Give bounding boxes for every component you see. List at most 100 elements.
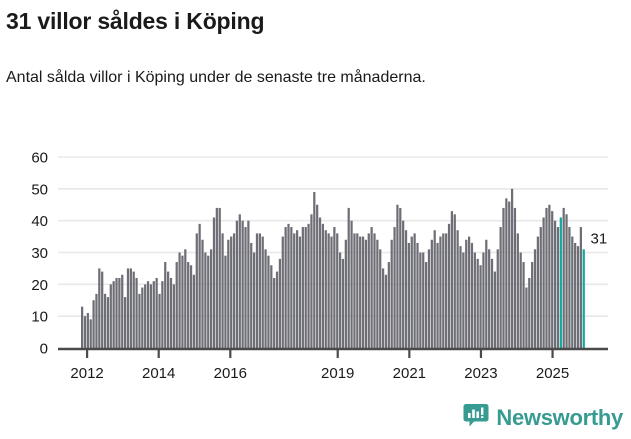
bar: [522, 262, 525, 348]
bar: [430, 239, 433, 348]
bar: [556, 227, 560, 348]
bar: [548, 204, 551, 348]
bar: [336, 233, 339, 348]
bar: [485, 239, 488, 348]
bar: [235, 220, 239, 348]
bar: [101, 271, 104, 348]
x-tick-label: 2019: [321, 365, 354, 382]
bar: [81, 306, 84, 348]
bar: [373, 233, 376, 348]
bar: [516, 233, 519, 348]
bar: [241, 220, 244, 348]
bar: [574, 242, 577, 348]
bar: [247, 220, 250, 348]
bar: [212, 217, 216, 348]
x-tick-label: 2016: [214, 365, 247, 382]
bar: [562, 207, 565, 348]
bar: [218, 207, 221, 348]
bar: [379, 249, 382, 348]
chart-plot-area: 0 10 20 30 40 50 60 2012 2014 2016 2019 2021 2023 20…: [0, 140, 631, 390]
bar: [459, 246, 462, 348]
bar: [207, 255, 210, 348]
bar: [424, 262, 428, 348]
bar: [310, 214, 313, 348]
chart-footer: Newsworthy: [0, 398, 631, 439]
bar: [364, 239, 368, 348]
bar: [545, 207, 548, 348]
x-tick-label: 2021: [393, 365, 426, 382]
chart-value-label: 31: [591, 230, 608, 247]
bar: [416, 242, 419, 348]
x-tick-label: 2023: [464, 365, 497, 382]
bar: [353, 233, 356, 348]
bar: [152, 281, 155, 348]
bar: [493, 271, 497, 348]
y-tick-label: 50: [31, 181, 48, 198]
bar: [307, 223, 310, 348]
bar: [565, 214, 568, 348]
bar: [290, 227, 293, 348]
bar: [370, 227, 373, 348]
chart-x-ticks: [85, 350, 554, 358]
bar: [295, 230, 299, 348]
bar: [422, 252, 425, 348]
bar: [98, 268, 101, 348]
bar: [576, 246, 580, 348]
bar: [221, 233, 224, 348]
bar: [321, 223, 325, 348]
bar: [571, 236, 574, 348]
y-tick-label: 30: [31, 245, 48, 262]
bar: [496, 249, 499, 348]
bar: [138, 293, 141, 348]
bar: [488, 249, 491, 348]
bar: [539, 227, 542, 348]
bar: [402, 220, 405, 348]
bar: [178, 252, 181, 348]
bar: [479, 265, 482, 348]
highlight-value-label: 31: [591, 230, 608, 247]
bar: [510, 188, 514, 348]
bar: [356, 233, 359, 348]
bar: [103, 293, 107, 348]
bar: [519, 252, 522, 348]
bar: [181, 255, 184, 348]
bar: [553, 220, 557, 348]
bar: [252, 252, 256, 348]
bar: [407, 242, 411, 348]
bar: [209, 249, 213, 348]
bar: [361, 236, 365, 348]
bar: [132, 271, 135, 348]
newsworthy-logo-text: Newsworthy: [496, 404, 623, 430]
bar: [542, 217, 545, 348]
bar: [318, 217, 322, 348]
bar: [250, 242, 253, 348]
bar: [439, 236, 442, 348]
bar-highlighted: [559, 217, 562, 348]
bar: [126, 268, 130, 348]
bar: [141, 287, 144, 348]
bar: [410, 236, 413, 348]
bar-highlighted: [582, 249, 585, 348]
bar: [255, 233, 259, 348]
bar: [482, 252, 485, 348]
bar: [264, 249, 267, 348]
bar: [172, 284, 175, 348]
bar: [273, 277, 276, 348]
bar: [95, 293, 98, 348]
bar: [227, 239, 230, 348]
bar: [413, 233, 416, 348]
bar: [278, 258, 282, 348]
bar: [341, 258, 345, 348]
bar: [470, 242, 474, 348]
bar: [304, 227, 307, 348]
bar: [224, 255, 227, 348]
bar: [230, 236, 233, 348]
bar: [158, 293, 161, 348]
bar: [164, 262, 167, 348]
bar: [83, 316, 87, 348]
bar: [293, 233, 296, 348]
y-tick-label: 60: [31, 150, 48, 167]
bar: [445, 233, 448, 348]
bar: [146, 281, 150, 348]
bar: [118, 277, 121, 348]
